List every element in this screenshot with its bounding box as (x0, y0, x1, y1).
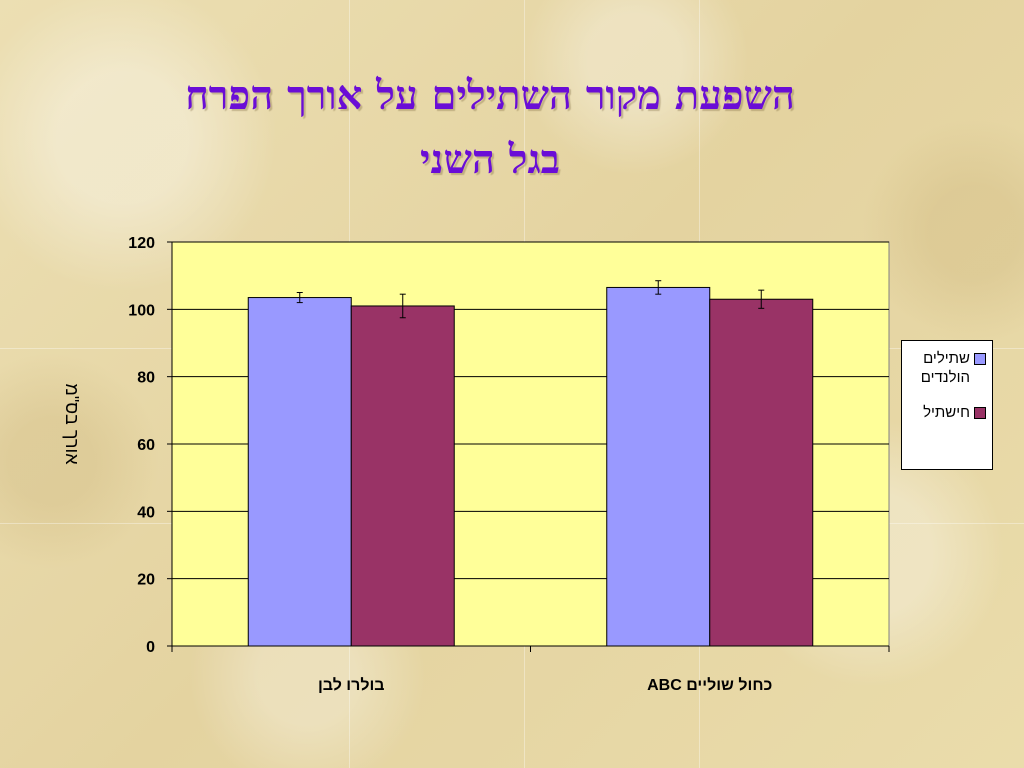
legend-item: שתילים הולנדים (906, 349, 986, 387)
chart-legend: שתילים הולנדים חישתיל (901, 340, 993, 470)
y-tick-label: 40 (137, 504, 155, 521)
y-tick-label: 20 (137, 572, 155, 589)
y-axis-label: אורך בס"מ (62, 384, 82, 466)
legend-item: חישתיל (906, 403, 986, 422)
x-tick-label: בולרו לבן (318, 676, 385, 694)
legend-swatch (974, 407, 986, 419)
bar (350, 305, 455, 647)
bar (709, 298, 814, 647)
y-tick-label: 100 (128, 302, 155, 319)
legend-label: חישתיל (923, 404, 970, 421)
legend-label: שתילים הולנדים (920, 350, 970, 386)
legend-swatch (974, 353, 986, 365)
y-tick-label: 80 (137, 370, 155, 387)
x-tick-label: כחול שוליים ABC (647, 676, 772, 694)
slide-title-line-1: השפעת מקור השתילים על אורך הפרח (185, 72, 795, 119)
y-tick-label: 60 (137, 437, 155, 454)
bar (606, 286, 711, 647)
bar (247, 297, 352, 647)
y-tick-label: 120 (128, 235, 155, 252)
slide-title-line-2: בגל השני (420, 136, 560, 183)
slide-title: השפעת מקור השתילים על אורך הפרח בגל השני (60, 64, 920, 192)
y-tick-label: 0 (146, 639, 155, 656)
